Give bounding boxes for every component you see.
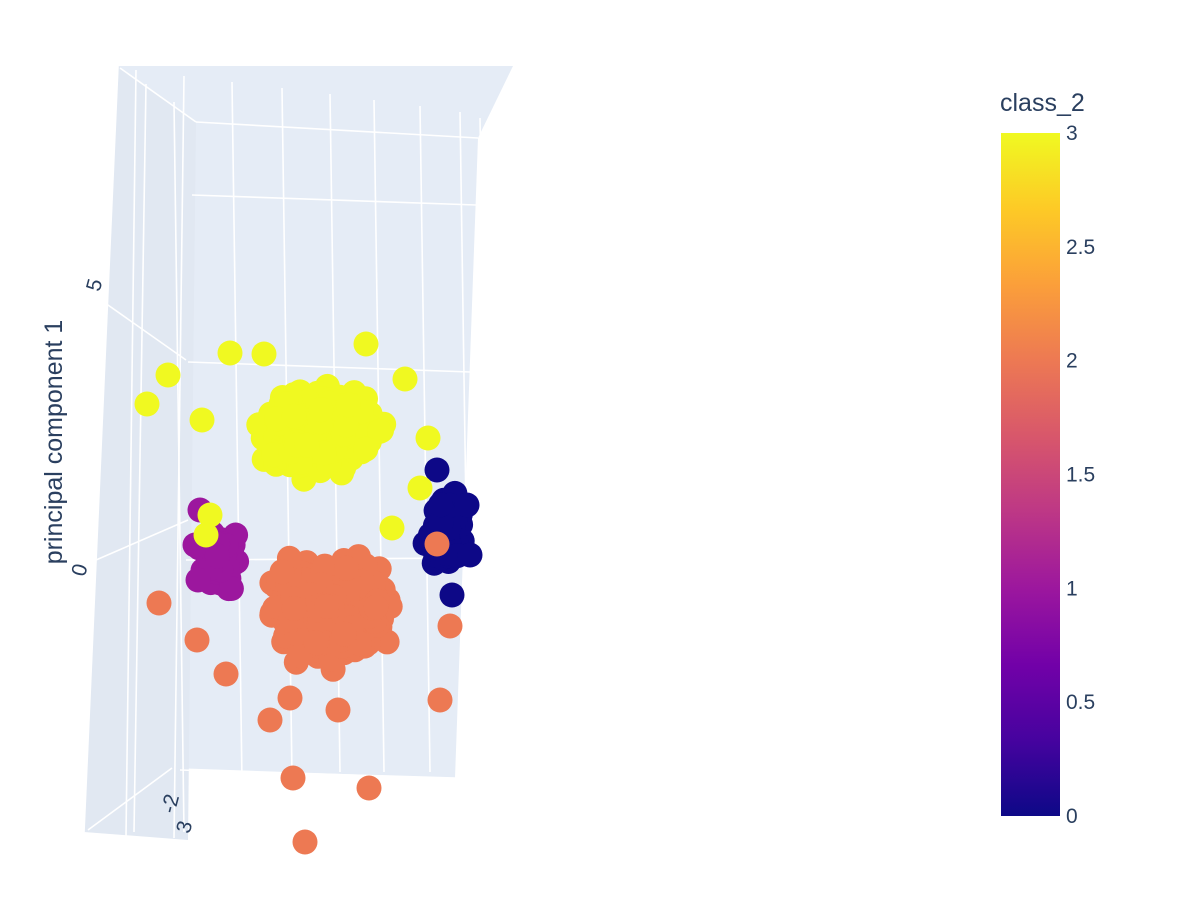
data-point-class-3 bbox=[281, 403, 307, 429]
colorbar-tick-label: 1 bbox=[1066, 577, 1078, 600]
grid-line-vertical bbox=[125, 69, 137, 837]
data-point-class-0 bbox=[428, 492, 454, 518]
data-point-class-2 bbox=[314, 593, 340, 619]
grid-line-horizontal bbox=[179, 769, 456, 779]
data-point-class-3 bbox=[189, 407, 215, 433]
data-point-class-3 bbox=[407, 475, 433, 501]
colorbar-title: class_2 bbox=[1000, 89, 1085, 117]
data-point-class-2 bbox=[184, 627, 210, 653]
data-point-class-0 bbox=[457, 542, 483, 568]
grid-line-left bbox=[83, 65, 119, 833]
data-point-class-3 bbox=[367, 418, 392, 444]
data-point-class-3 bbox=[193, 522, 219, 548]
colorbar-tick-label: 1.5 bbox=[1066, 464, 1095, 487]
data-point-class-1 bbox=[204, 543, 230, 569]
vertical-axis-title: principal component 1 bbox=[40, 320, 68, 565]
data-point-class-0 bbox=[454, 492, 480, 518]
data-point-class-3 bbox=[335, 392, 361, 418]
colorbar-tick-label: 2 bbox=[1066, 350, 1078, 373]
grid-line-depth bbox=[95, 519, 189, 561]
data-point-class-2 bbox=[281, 596, 307, 621]
data-point-class-2 bbox=[213, 661, 239, 687]
data-point-class-2 bbox=[331, 621, 357, 647]
data-point-class-2 bbox=[303, 630, 329, 656]
data-point-class-3 bbox=[155, 362, 181, 388]
data-point-class-2 bbox=[280, 765, 306, 791]
colorbar-tick-label: 0 bbox=[1066, 805, 1078, 828]
data-point-class-3 bbox=[251, 341, 277, 367]
colorbar-ticks: 3 2.5 2 1.5 1 0.5 0 bbox=[1066, 122, 1095, 828]
data-point-class-2 bbox=[427, 687, 453, 713]
vertical-tick-5: 5 bbox=[82, 276, 107, 293]
grid-line-vertical bbox=[231, 81, 243, 783]
data-point-class-1 bbox=[218, 576, 244, 601]
data-point-class-3 bbox=[197, 502, 223, 528]
data-point-class-2 bbox=[356, 775, 382, 801]
grid-line-vertical bbox=[479, 117, 491, 777]
data-point-class-3 bbox=[294, 432, 320, 458]
grid-line-left bbox=[173, 101, 185, 833]
data-point-class-3 bbox=[333, 412, 359, 438]
data-point-class-2 bbox=[146, 590, 172, 616]
grid-line-depth bbox=[87, 767, 173, 831]
data-point-class-2 bbox=[437, 613, 463, 639]
data-point-class-3 bbox=[353, 331, 379, 357]
grid-line-vertical bbox=[459, 111, 471, 776]
colorbar: class_2 3 2.5 2 1.5 1 0.5 0 bbox=[1000, 89, 1095, 828]
data-point-class-2 bbox=[325, 697, 351, 723]
data-point-class-2 bbox=[424, 531, 450, 557]
data-point-class-2 bbox=[277, 685, 303, 711]
data-point-class-0 bbox=[424, 457, 450, 483]
data-point-class-1 bbox=[185, 567, 211, 593]
data-point-class-3 bbox=[392, 366, 418, 392]
data-point-class-3 bbox=[308, 397, 334, 423]
data-point-class-3 bbox=[379, 515, 405, 541]
grid-line-left bbox=[133, 83, 147, 833]
grid-line-depth bbox=[119, 67, 197, 123]
data-point-class-2 bbox=[312, 553, 338, 579]
data-point-class-0 bbox=[439, 582, 465, 608]
data-point-class-2 bbox=[269, 559, 295, 585]
grid-line-depth bbox=[97, 297, 187, 361]
colorbar-gradient bbox=[1001, 133, 1060, 816]
colorbar-tick-label: 0.5 bbox=[1066, 691, 1095, 714]
data-point-class-2 bbox=[363, 594, 389, 620]
grid-line-horizontal bbox=[191, 194, 477, 206]
depth-tick-3: 3 bbox=[172, 818, 197, 835]
data-point-class-3 bbox=[353, 436, 379, 462]
scatter-points bbox=[134, 331, 483, 855]
data-point-class-3 bbox=[134, 391, 160, 417]
data-point-class-3 bbox=[217, 340, 243, 366]
data-point-class-2 bbox=[257, 707, 283, 733]
data-point-class-2 bbox=[292, 829, 318, 855]
grid-line-horizontal bbox=[195, 121, 479, 139]
colorbar-tick-label: 2.5 bbox=[1066, 236, 1095, 259]
data-point-class-2 bbox=[334, 555, 359, 581]
data-point-class-3 bbox=[415, 425, 441, 451]
colorbar-tick-label: 3 bbox=[1066, 122, 1078, 145]
vertical-tick-0: 0 bbox=[67, 561, 92, 578]
data-point-class-0 bbox=[428, 511, 454, 537]
